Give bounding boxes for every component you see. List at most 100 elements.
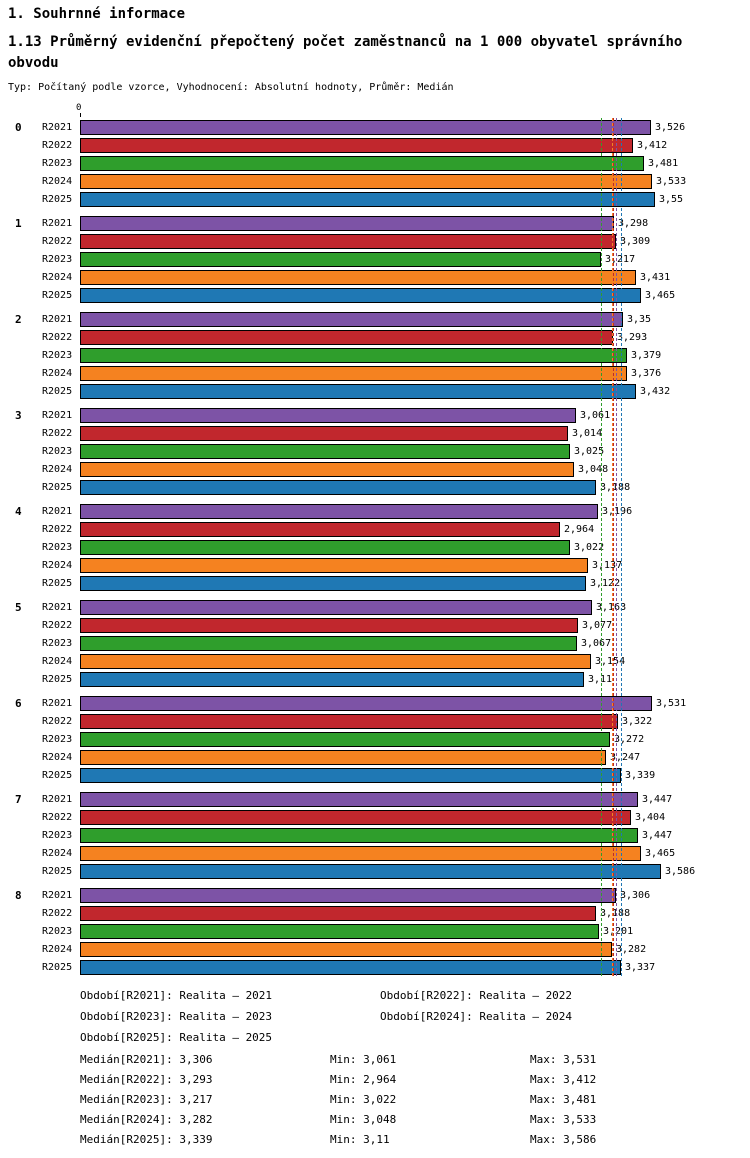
bar-r2023 <box>80 347 627 363</box>
bar-group: 6 R2021 3,531 R2022 3,322 R2023 3,272 R2024 3,24… <box>8 694 742 784</box>
bar-r2021 <box>80 119 651 135</box>
bar-group: 2 R2021 3,35 R2022 3,293 R2023 3,379 R2024 3,376… <box>8 310 742 400</box>
value-label: 3,048 <box>578 463 609 475</box>
median-line-r2025 <box>621 118 622 976</box>
bar-r2025 <box>80 959 621 975</box>
bar-row: R2022 3,014 <box>8 424 742 442</box>
section-title: 1. Souhrnné informace <box>8 6 186 22</box>
series-label: R2021 <box>42 793 73 805</box>
median-stat: Medián[R2024]: 3,282 <box>80 1113 213 1126</box>
series-label: R2021 <box>42 217 73 229</box>
bar-r2023 <box>80 539 570 555</box>
bar-row: R2024 3,431 <box>8 268 742 286</box>
bar-r2024 <box>80 749 606 765</box>
bar-group: 8 R2021 3,306 R2022 3,188 R2023 3,201 R2024 3,28… <box>8 886 742 976</box>
bar-r2023 <box>80 827 638 843</box>
bar-group: 3 R2021 3,061 R2022 3,014 R2023 3,025 R2024 3,04… <box>8 406 742 496</box>
bar-r2021 <box>80 215 614 231</box>
value-label: 3,412 <box>637 139 668 151</box>
value-label: 3,531 <box>656 697 687 709</box>
category-label: 7 <box>15 792 22 806</box>
bar-r2025 <box>80 863 661 879</box>
bar-r2025 <box>80 671 584 687</box>
series-label: R2023 <box>42 253 73 265</box>
value-label: 3,586 <box>665 865 696 877</box>
bar-row: R2023 3,022 <box>8 538 742 556</box>
series-label: R2025 <box>42 577 73 589</box>
legend-item: Období[R2021]: Realita – 2021 <box>80 989 273 1002</box>
bar-row: R2025 3,339 <box>8 766 742 784</box>
bar-group: 4 R2021 3,196 R2022 2,964 R2023 3,022 R2024 3,13… <box>8 502 742 592</box>
series-label: R2022 <box>42 331 73 343</box>
median-stat: Medián[R2023]: 3,217 <box>80 1093 213 1106</box>
bar-r2022 <box>80 905 596 921</box>
series-label: R2023 <box>42 829 73 841</box>
value-label: 3,282 <box>616 943 647 955</box>
axis-tick <box>80 113 81 117</box>
bar-row: R2024 3,048 <box>8 460 742 478</box>
median-stat: Medián[R2022]: 3,293 <box>80 1073 213 1086</box>
min-stat: Min: 3,11 <box>330 1133 390 1146</box>
median-line-r2022 <box>613 118 614 976</box>
series-label: R2021 <box>42 889 73 901</box>
series-label: R2023 <box>42 733 73 745</box>
value-label: 3,067 <box>581 637 612 649</box>
series-label: R2022 <box>42 907 73 919</box>
bar-row: R2025 3,432 <box>8 382 742 400</box>
max-stat: Max: 3,412 <box>530 1073 597 1086</box>
chart-plot: 0 R2021 3,526 R2022 3,412 R2023 3,481 R2024 3,53… <box>8 118 742 976</box>
bar-r2025 <box>80 767 621 783</box>
series-label: R2024 <box>42 751 73 763</box>
series-label: R2023 <box>42 925 73 937</box>
median-line-r2021 <box>616 118 617 976</box>
value-label: 3,196 <box>602 505 633 517</box>
category-label: 2 <box>15 312 22 326</box>
bar-group: 0 R2021 3,526 R2022 3,412 R2023 3,481 R2024 3,53… <box>8 118 742 208</box>
value-label: 3,339 <box>625 769 656 781</box>
value-label: 3,188 <box>600 907 631 919</box>
chart: 0 0 R2021 3,526 R2022 3,412 R2023 3,481 R2024 3,… <box>8 103 742 976</box>
series-label: R2022 <box>42 235 73 247</box>
bar-row: 4 R2021 3,196 <box>8 502 742 520</box>
bar-r2021 <box>80 311 623 327</box>
bar-row: R2024 3,533 <box>8 172 742 190</box>
axis-origin-label: 0 <box>76 103 82 113</box>
bar-r2022 <box>80 521 560 537</box>
bar-r2023 <box>80 155 644 171</box>
category-label: 1 <box>15 216 22 230</box>
value-label: 3,217 <box>605 253 636 265</box>
bar-row: R2023 3,481 <box>8 154 742 172</box>
series-label: R2021 <box>42 505 73 517</box>
chart-title: 1.13 Průměrný evidenční přepočtený počet… <box>8 34 683 71</box>
median-stat: Medián[R2021]: 3,306 <box>80 1053 213 1066</box>
value-label: 3,014 <box>572 427 603 439</box>
bar-r2022 <box>80 713 618 729</box>
value-label: 3,122 <box>590 577 621 589</box>
bar-row: R2024 3,154 <box>8 652 742 670</box>
max-stat: Max: 3,531 <box>530 1053 597 1066</box>
value-label: 3,025 <box>574 445 605 457</box>
value-label: 3,465 <box>645 847 676 859</box>
category-label: 4 <box>15 504 22 518</box>
min-stat: Min: 3,022 <box>330 1093 397 1106</box>
bar-row: R2025 3,188 <box>8 478 742 496</box>
category-label: 3 <box>15 408 22 422</box>
value-label: 3,306 <box>620 889 651 901</box>
bar-r2025 <box>80 383 636 399</box>
max-stat: Max: 3,586 <box>530 1133 597 1146</box>
bar-row: R2022 3,077 <box>8 616 742 634</box>
value-label: 3,465 <box>645 289 676 301</box>
series-label: R2021 <box>42 313 73 325</box>
bar-row: R2022 3,188 <box>8 904 742 922</box>
bar-row: R2023 3,379 <box>8 346 742 364</box>
series-label: R2025 <box>42 481 73 493</box>
series-label: R2023 <box>42 445 73 457</box>
bar-row: R2025 3,337 <box>8 958 742 976</box>
value-label: 3,526 <box>655 121 686 133</box>
category-label: 0 <box>15 120 22 134</box>
series-label: R2023 <box>42 349 73 361</box>
bar-row: R2025 3,11 <box>8 670 742 688</box>
series-label: R2024 <box>42 847 73 859</box>
bar-r2025 <box>80 191 655 207</box>
value-label: 3,293 <box>617 331 648 343</box>
